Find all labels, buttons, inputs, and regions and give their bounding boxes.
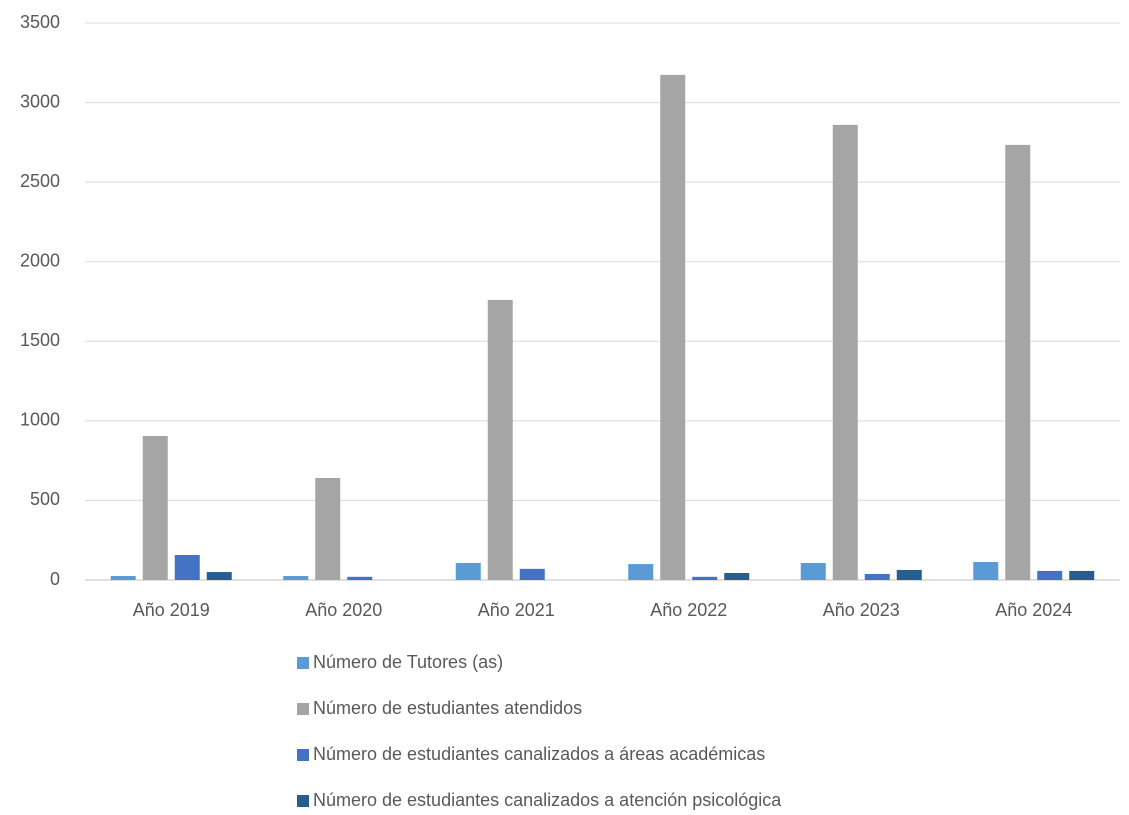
bar — [206, 572, 232, 580]
legend-label: Número de estudiantes canalizados a aten… — [313, 790, 782, 810]
legend-label: Número de Tutores (as) — [313, 652, 503, 672]
legend-label: Número de estudiantes canalizados a área… — [313, 744, 765, 764]
legend-swatch — [297, 703, 309, 715]
x-tick-label: Año 2021 — [478, 600, 555, 620]
bar — [1037, 570, 1063, 580]
legend-swatch — [297, 795, 309, 807]
bar — [519, 568, 545, 580]
bar — [315, 477, 341, 580]
bar — [142, 435, 168, 580]
bar — [283, 576, 309, 580]
bar — [973, 562, 999, 580]
bar — [628, 564, 654, 580]
y-tick-label: 1000 — [20, 410, 60, 430]
legend-swatch — [297, 657, 309, 669]
bar — [1069, 570, 1095, 580]
bar — [660, 74, 686, 581]
bar — [692, 576, 718, 580]
x-tick-label: Año 2019 — [133, 600, 210, 620]
x-tick-label: Año 2023 — [823, 600, 900, 620]
x-tick-label: Año 2024 — [995, 600, 1072, 620]
bar — [110, 576, 136, 580]
x-tick-label: Año 2020 — [305, 600, 382, 620]
bar — [864, 573, 890, 580]
bar — [487, 299, 513, 580]
bar — [800, 562, 826, 580]
legend-label: Número de estudiantes atendidos — [313, 698, 582, 718]
bar — [896, 569, 922, 580]
y-tick-label: 2500 — [20, 171, 60, 191]
y-tick-label: 0 — [50, 569, 60, 589]
bar — [1005, 144, 1031, 580]
bar — [455, 562, 481, 580]
legend-swatch — [297, 749, 309, 761]
bar — [347, 576, 373, 580]
bar — [174, 555, 200, 580]
y-tick-label: 3500 — [20, 12, 60, 32]
y-tick-label: 500 — [30, 489, 60, 509]
y-tick-label: 3000 — [20, 91, 60, 111]
x-tick-label: Año 2022 — [650, 600, 727, 620]
y-tick-label: 1500 — [20, 330, 60, 350]
y-tick-label: 2000 — [20, 250, 60, 270]
bar — [724, 572, 750, 580]
bar — [832, 124, 858, 580]
